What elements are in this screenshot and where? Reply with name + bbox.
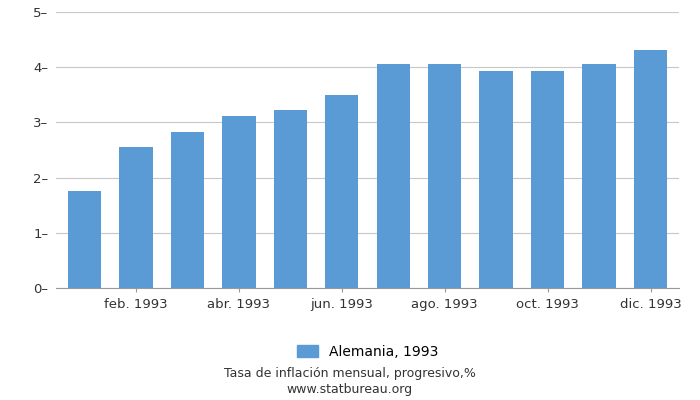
Legend: Alemania, 1993: Alemania, 1993: [297, 345, 438, 359]
Text: Tasa de inflación mensual, progresivo,%: Tasa de inflación mensual, progresivo,%: [224, 368, 476, 380]
Bar: [582, 64, 616, 288]
Bar: [531, 71, 564, 288]
Bar: [634, 50, 667, 288]
Bar: [119, 147, 153, 288]
Bar: [274, 110, 307, 288]
Bar: [428, 64, 461, 288]
Bar: [171, 132, 204, 288]
Bar: [325, 95, 358, 288]
Bar: [480, 71, 513, 288]
Text: www.statbureau.org: www.statbureau.org: [287, 384, 413, 396]
Bar: [377, 64, 410, 288]
Bar: [68, 191, 101, 288]
Bar: [222, 116, 256, 288]
